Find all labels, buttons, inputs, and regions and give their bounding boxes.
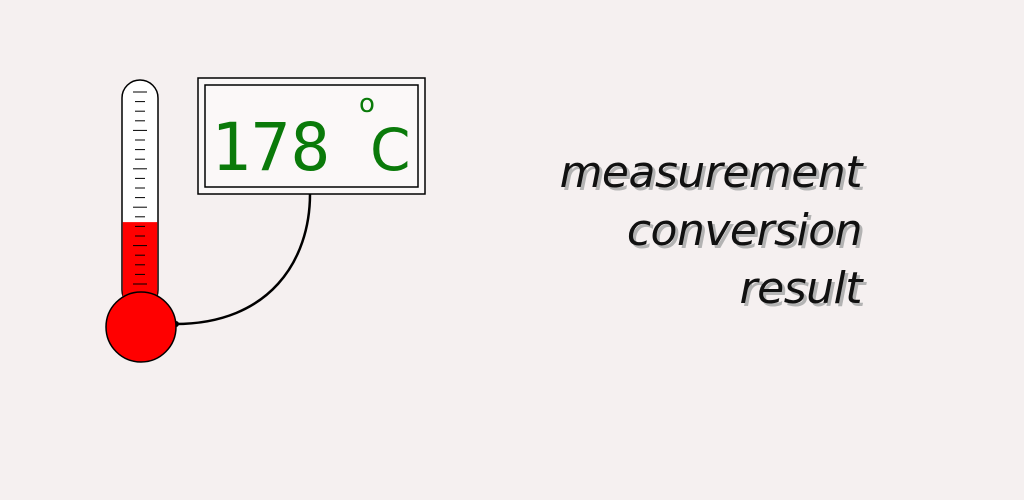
tagline: measurement conversion result <box>559 144 863 318</box>
display-inner-frame <box>204 84 419 188</box>
temperature-value: 178 <box>211 109 330 186</box>
tagline-line-measurement: measurement <box>559 147 863 198</box>
temperature-unit: C <box>370 116 411 184</box>
thermometer-bulb <box>105 291 177 363</box>
temperature-display: 178 o C <box>197 77 426 195</box>
tagline-line-result: result <box>739 263 863 314</box>
degree-symbol: o <box>359 89 375 119</box>
connector-wire <box>174 193 312 326</box>
tagline-line-conversion: conversion <box>626 205 863 256</box>
